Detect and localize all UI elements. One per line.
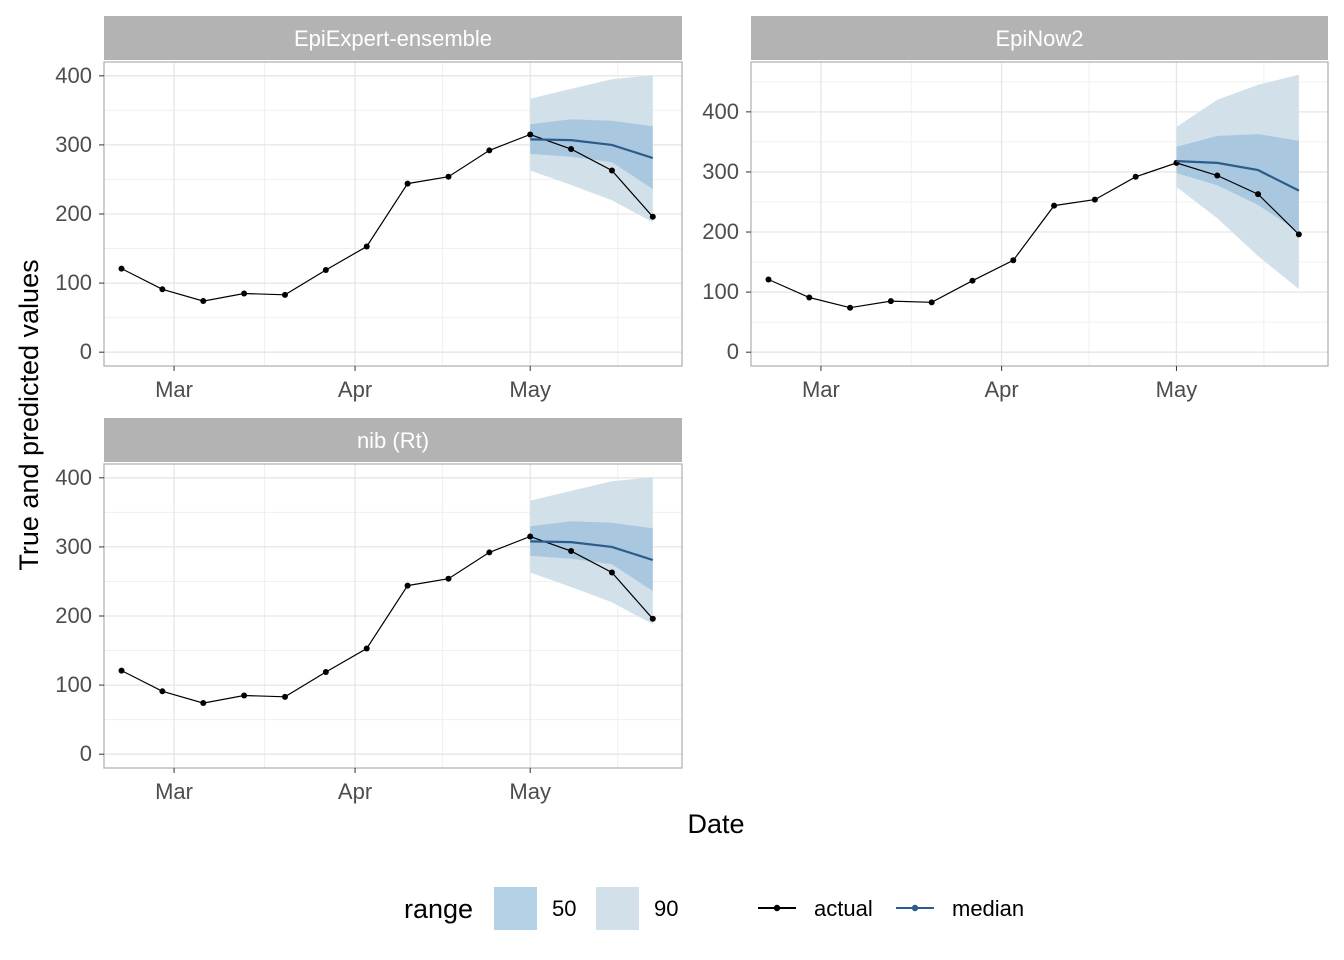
y-tick-label: 300 — [55, 132, 92, 157]
actual-point — [568, 548, 575, 555]
legend-key-median-point — [911, 904, 919, 912]
range-50-ribbon — [1176, 134, 1299, 232]
median-line — [530, 138, 654, 160]
facet-strip — [751, 16, 1328, 60]
y-tick-label: 400 — [702, 99, 739, 124]
x-tick-label: Apr — [338, 377, 372, 402]
facet-panels: EpiExpert-ensemble 0 100 200 300 400 Mar Apr May… — [55, 16, 1329, 804]
actual-point — [159, 688, 166, 695]
legend: range 50 90 actual median — [404, 887, 1024, 930]
y-axis-title: True and predicted values — [14, 259, 44, 570]
actual-point — [887, 298, 894, 305]
actual-point — [1132, 173, 1139, 180]
x-tick-label: May — [509, 779, 551, 804]
facet-title: EpiExpert-ensemble — [294, 26, 492, 51]
x-tick-label: Mar — [155, 779, 193, 804]
actual-point — [1295, 231, 1302, 238]
actual-point — [322, 266, 329, 273]
panel-border — [750, 61, 1329, 367]
median-line — [530, 540, 654, 562]
legend-range-title: range — [404, 894, 473, 924]
legend-label-median: median — [952, 896, 1024, 921]
x-axis-title: Date — [687, 809, 744, 839]
legend-key-range-90 — [596, 887, 639, 930]
actual-point — [1255, 191, 1262, 198]
actual-point — [200, 298, 207, 305]
actual-line — [121, 133, 654, 302]
x-tick-label: Apr — [984, 377, 1018, 402]
actual-point — [486, 147, 493, 154]
legend-key-range-50 — [494, 887, 537, 930]
actual-point — [765, 276, 772, 283]
y-tick-label: 300 — [702, 159, 739, 184]
actual-point — [806, 294, 813, 301]
actual-point — [608, 569, 615, 576]
facet-panel: EpiExpert-ensemble 0 100 200 300 400 Mar Apr May — [55, 16, 683, 402]
actual-point — [322, 668, 329, 675]
facet-panel: nib (Rt) 0 100 200 300 400 Mar Apr May — [55, 418, 683, 804]
actual-point — [445, 173, 452, 180]
actual-point — [527, 533, 534, 540]
x-tick-label: Mar — [802, 377, 840, 402]
y-tick-label: 0 — [80, 339, 92, 364]
actual-point — [928, 299, 935, 306]
actual-point — [281, 693, 288, 700]
actual-point — [363, 243, 370, 250]
actual-line — [121, 535, 654, 704]
x-tick-label: May — [1156, 377, 1198, 402]
legend-key-actual-point — [773, 904, 781, 912]
y-tick-label: 200 — [55, 201, 92, 226]
actual-point — [281, 291, 288, 298]
x-tick-label: May — [509, 377, 551, 402]
y-tick-label: 200 — [702, 219, 739, 244]
x-tick-label: Mar — [155, 377, 193, 402]
y-tick-label: 0 — [80, 741, 92, 766]
actual-point — [1051, 202, 1058, 209]
y-tick-label: 0 — [727, 339, 739, 364]
actual-point — [118, 667, 125, 674]
actual-point — [241, 290, 248, 297]
x-tick-label: Apr — [338, 779, 372, 804]
facet-strip — [104, 16, 682, 60]
y-tick-label: 200 — [55, 603, 92, 628]
y-tick-label: 400 — [55, 63, 92, 88]
y-tick-label: 300 — [55, 534, 92, 559]
range-50-ribbon — [530, 521, 653, 592]
actual-point — [404, 582, 411, 589]
y-tick-label: 400 — [55, 465, 92, 490]
actual-point — [1091, 196, 1098, 203]
range-50-ribbon — [530, 119, 653, 190]
actual-point — [649, 615, 656, 622]
facet-title: EpiNow2 — [995, 26, 1083, 51]
actual-point — [486, 549, 493, 556]
legend-label-range-50: 50 — [552, 896, 576, 921]
facet-strip — [104, 418, 682, 462]
actual-point — [363, 645, 370, 652]
actual-point — [969, 277, 976, 284]
actual-point — [200, 700, 207, 707]
actual-point — [159, 286, 166, 293]
actual-line — [768, 162, 1300, 309]
actual-point — [847, 304, 854, 311]
legend-label-range-90: 90 — [654, 896, 678, 921]
actual-point — [649, 213, 656, 220]
actual-point — [118, 265, 125, 272]
actual-point — [404, 180, 411, 187]
y-tick-label: 100 — [55, 672, 92, 697]
actual-point — [527, 131, 534, 138]
actual-point — [1010, 257, 1017, 264]
actual-point — [1214, 172, 1221, 179]
actual-point — [445, 575, 452, 582]
facet-panel: EpiNow2 0 100 200 300 400 Mar Apr May — [702, 16, 1329, 402]
actual-point — [608, 167, 615, 174]
facet-title: nib (Rt) — [357, 428, 429, 453]
y-tick-label: 100 — [55, 270, 92, 295]
median-line — [1176, 160, 1300, 192]
y-tick-label: 100 — [702, 279, 739, 304]
legend-label-actual: actual — [814, 896, 873, 921]
actual-point — [241, 692, 248, 699]
actual-point — [568, 146, 575, 153]
